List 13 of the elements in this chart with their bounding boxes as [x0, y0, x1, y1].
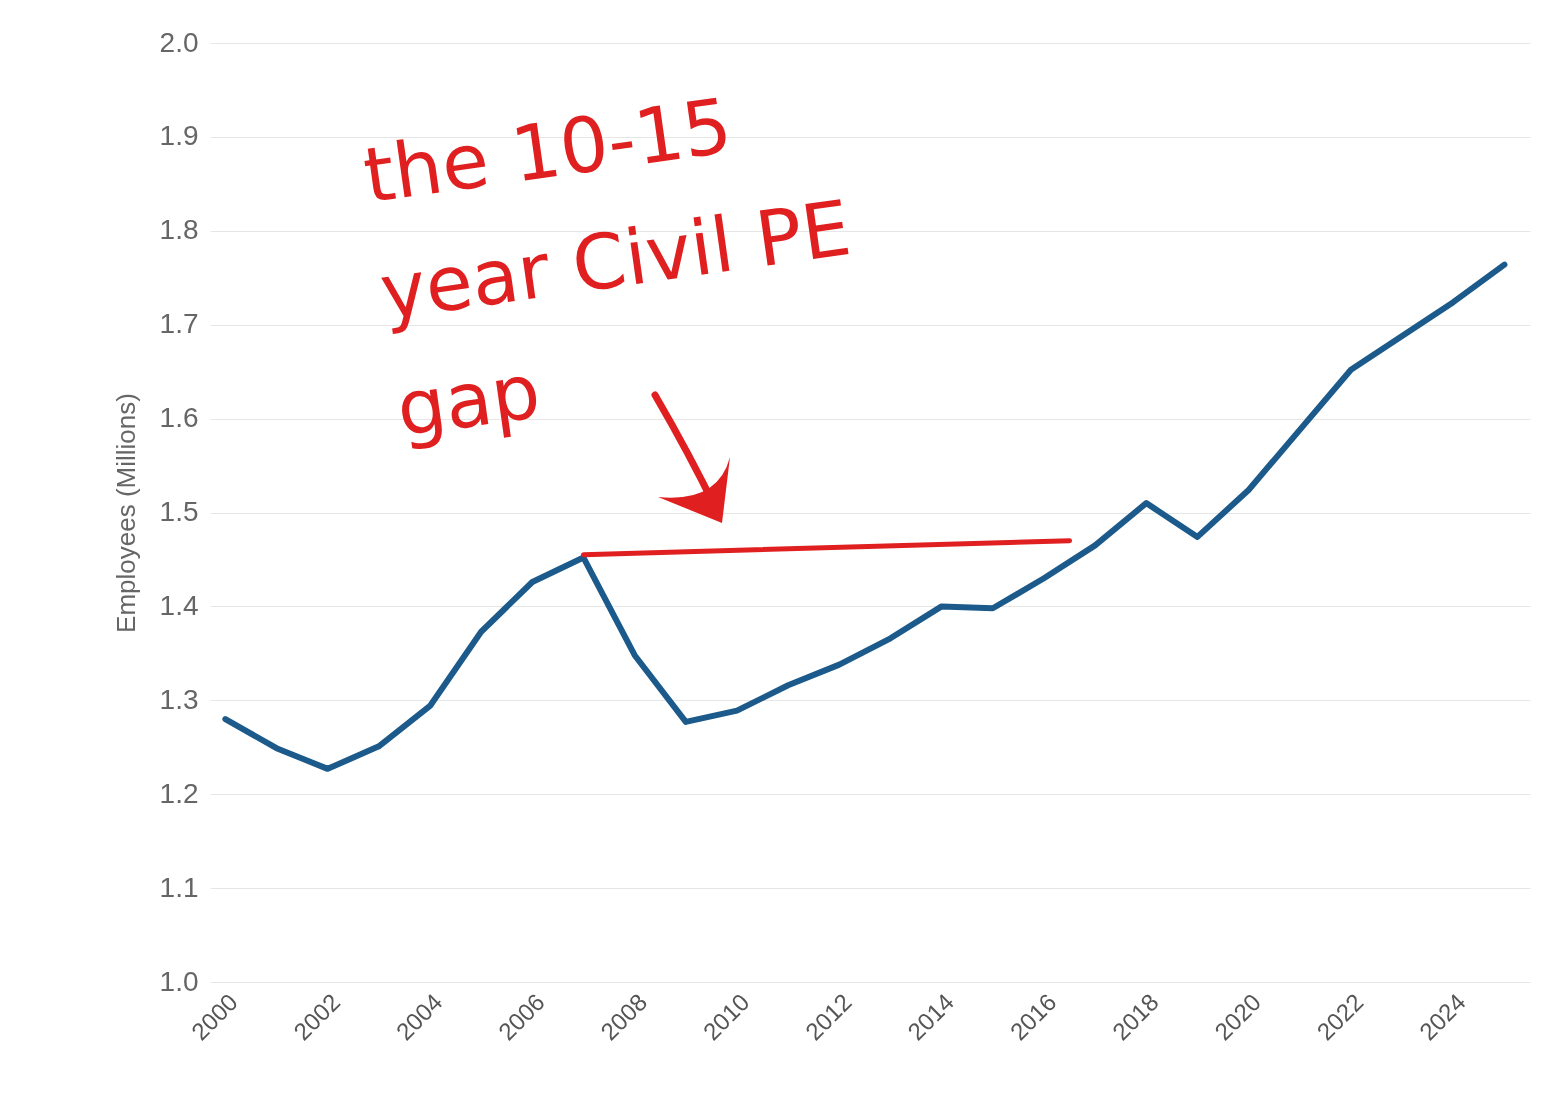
y-tick-label: 1.2 [159, 777, 199, 809]
y-axis-title: Employees (Millions) [110, 393, 141, 633]
y-tick-label: 1.1 [159, 871, 199, 903]
y-tick-label: 1.0 [159, 965, 199, 997]
y-tick-label: 1.6 [159, 402, 199, 434]
y-tick-label: 1.5 [159, 496, 199, 527]
y-tick-label: 1.8 [159, 214, 199, 246]
y-tick-label: 1.7 [159, 308, 199, 340]
y-tick-label: 1.3 [159, 683, 199, 715]
y-tick-label: 1.9 [159, 120, 199, 152]
annotation: the 10-15 year Civil PE gap [358, 80, 856, 454]
y-tick-label: 1.4 [159, 589, 199, 621]
y-tick-label: 2.0 [159, 26, 199, 58]
